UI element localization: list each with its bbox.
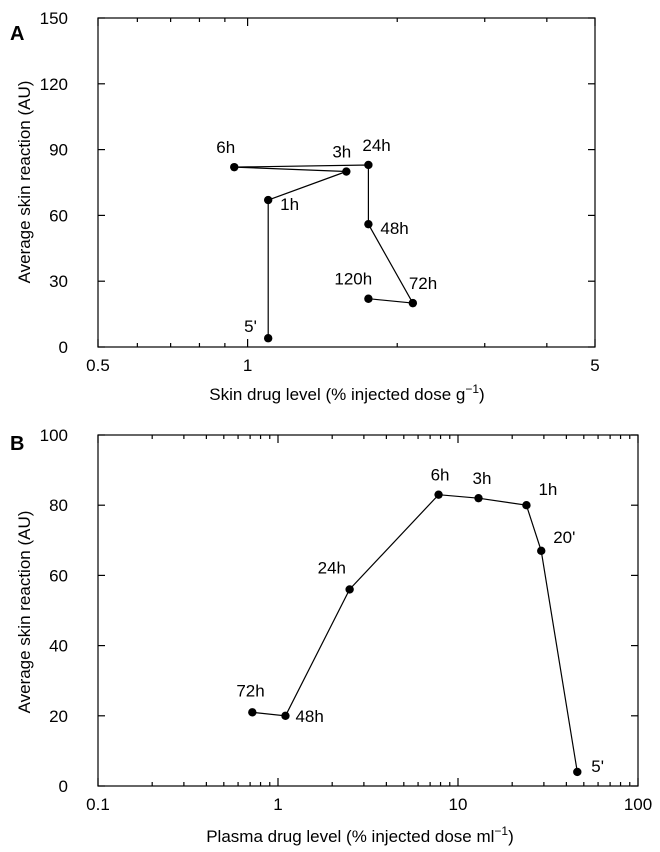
panel-a: A 0 30 60 90 120 150 0.5 1 5 5' 1h 3h 6h 24h 48h 72h 12…	[10, 9, 600, 404]
panel-b-data-point	[281, 711, 290, 720]
panel-a-point-label: 48h	[380, 219, 408, 238]
panel-a-point-label: 1h	[280, 195, 299, 214]
panel-a-data-point	[364, 219, 373, 229]
panel-b-point-label: 5'	[591, 757, 604, 776]
panel-b-x-tick-label: 10	[449, 795, 468, 814]
panel-a-point-label: 5'	[244, 317, 257, 336]
panel-a-x-tick-label: 0.5	[86, 356, 110, 375]
panel-a-plot-frame	[97, 17, 596, 348]
panel-b-y-tick-label: 20	[49, 707, 68, 726]
panel-b-data-point	[248, 708, 257, 717]
panel-a-point-label: 3h	[332, 143, 351, 162]
panel-a-data-point	[263, 195, 273, 205]
panel-a-y-tick-label: 60	[49, 206, 68, 225]
panel-a-point-label: 6h	[216, 138, 235, 157]
panel-b-y-tick-label: 100	[40, 426, 68, 445]
panel-b-x-tick-label: 1	[273, 795, 282, 814]
panel-b-y-tick-label: 60	[49, 566, 68, 585]
panel-b-data-point	[434, 490, 443, 499]
panel-b-point-label: 20'	[553, 528, 575, 547]
panel-a-y-tick-label: 90	[49, 141, 68, 160]
panel-b-point-label: 1h	[538, 480, 557, 499]
panel-a-series: 5' 1h 3h 6h 24h 48h 72h 120h	[216, 136, 437, 343]
panel-a-point-label: 120h	[334, 270, 372, 289]
panel-b-data-point	[537, 546, 546, 556]
panel-b-point-label: 24h	[318, 558, 346, 577]
panel-a-x-axis-title-end: )	[479, 385, 485, 404]
panel-b-x-axis-title-end: )	[508, 827, 514, 846]
panel-b-x-axis-title: Plasma drug level (% injected dose ml−1)	[206, 824, 514, 846]
panel-a-series-line	[234, 164, 414, 339]
panel-a-point-label: 24h	[362, 136, 390, 155]
panel-b-point-label: 3h	[473, 469, 492, 488]
panel-b: B 0 20 40 60 80 100 0.1 1 10 100 5' 20' 1h 3h 6h 24h 48…	[10, 426, 652, 846]
panel-b-point-label: 6h	[431, 466, 450, 485]
panel-b-letter: B	[10, 433, 24, 455]
panel-b-x-axis-title-main: Plasma drug level (% injected dose ml	[206, 827, 494, 846]
panel-a-y-axis-title: Average skin reaction (AU)	[15, 81, 34, 284]
panel-a-y-tick-label: 150	[40, 9, 68, 28]
panel-a-x-axis-title: Skin drug level (% injected dose g−1)	[209, 382, 484, 404]
panel-b-y-tick-label: 40	[49, 637, 68, 656]
panel-a-letter: A	[10, 23, 24, 45]
panel-a-axes: 0 30 60 90 120 150 0.5 1 5	[40, 9, 600, 375]
panel-b-y-tick-label: 80	[49, 496, 68, 515]
panel-b-x-axis-title-sup: −1	[494, 824, 508, 838]
panel-a-data-point	[263, 334, 273, 343]
panel-a-data-point	[408, 298, 418, 308]
panel-b-y-tick-label: 0	[59, 777, 68, 796]
panel-b-series: 5' 20' 1h 3h 6h 24h 48h 72h	[236, 466, 604, 777]
panel-b-x-tick-label: 0.1	[86, 795, 110, 814]
panel-a-x-tick-label: 1	[243, 356, 252, 375]
panel-b-point-label: 72h	[236, 681, 264, 700]
panel-b-point-label: 48h	[295, 707, 323, 726]
panel-a-data-point	[364, 160, 373, 170]
panel-a-x-axis-title-sup: −1	[465, 382, 479, 396]
panel-a-y-tick-label: 0	[59, 338, 68, 357]
panel-b-axes: 0 20 40 60 80 100 0.1 1 10 100	[40, 426, 653, 814]
panel-b-data-point	[522, 501, 531, 510]
panel-b-data-point	[573, 767, 582, 777]
panel-a-x-axis-title-main: Skin drug level (% injected dose g	[209, 385, 465, 404]
panel-b-plot-frame	[97, 434, 639, 787]
panel-b-data-point	[345, 585, 354, 594]
panel-a-data-point	[364, 294, 373, 303]
panel-b-data-point	[474, 493, 483, 503]
panel-a-y-tick-label: 30	[49, 272, 68, 291]
panel-a-x-tick-label: 5	[590, 356, 599, 375]
panel-a-data-point	[230, 162, 239, 172]
panel-b-series-line	[252, 494, 578, 773]
panel-a-point-label: 72h	[409, 274, 437, 293]
panel-a-data-point	[342, 167, 351, 176]
panel-a-y-tick-label: 120	[40, 75, 68, 94]
panel-b-x-tick-label: 100	[624, 795, 652, 814]
panel-b-y-axis-title: Average skin reaction (AU)	[15, 511, 34, 714]
